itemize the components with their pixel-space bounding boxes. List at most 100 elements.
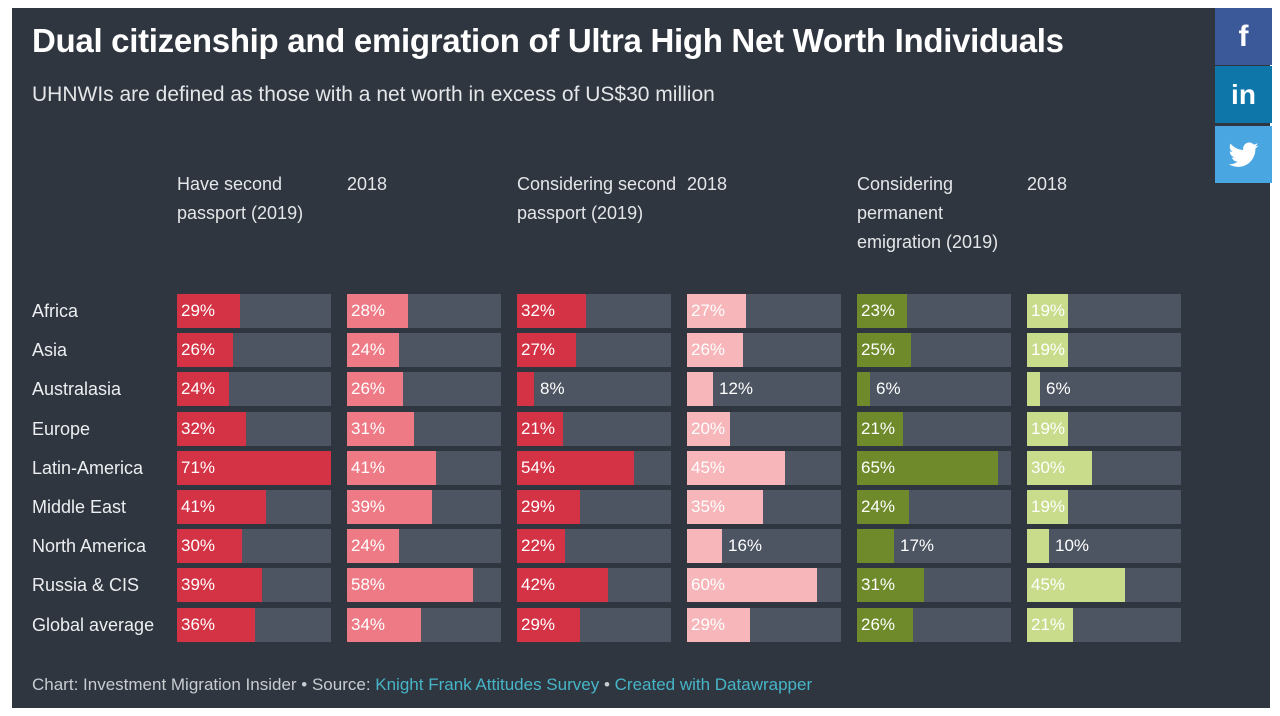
- bar-track: 24%: [347, 529, 501, 564]
- bar-value-label: 21%: [1031, 614, 1066, 634]
- facebook-icon: f: [1238, 19, 1249, 53]
- bar-track: 19%: [1027, 333, 1181, 368]
- bar-track: 27%: [687, 294, 841, 328]
- bar-track: 22%: [517, 529, 671, 564]
- bar: [347, 490, 432, 524]
- bar: [347, 411, 414, 446]
- bar: [687, 372, 713, 407]
- bar-value-label: 8%: [540, 379, 565, 399]
- bar-value-label: 36%: [181, 614, 216, 634]
- bar: [347, 294, 408, 328]
- linkedin-icon: in: [1231, 78, 1256, 110]
- bar-value-label: 6%: [1046, 379, 1071, 399]
- bar: [1027, 411, 1068, 446]
- bar-track: 54%: [517, 450, 671, 485]
- bar: [177, 411, 246, 446]
- bar-track: 30%: [1027, 450, 1181, 485]
- bar-value-label: 45%: [691, 457, 726, 477]
- bar-value-label: 29%: [521, 614, 556, 634]
- bar-value-label: 29%: [691, 614, 726, 634]
- bar-track: 65%: [857, 450, 1011, 485]
- bar-value-label: 19%: [1031, 418, 1066, 438]
- bar-track: 20%: [687, 411, 841, 446]
- bar: [347, 568, 473, 603]
- bar: [517, 490, 580, 524]
- bar-value-label: 32%: [521, 301, 556, 320]
- row-label: Europe: [32, 418, 91, 439]
- bar-value-label: 41%: [351, 457, 386, 477]
- bar-track: 23%: [857, 294, 1011, 328]
- bar-track: 24%: [177, 372, 331, 407]
- bar: [687, 411, 730, 446]
- bar-value-label: 29%: [181, 301, 216, 320]
- bar: [177, 450, 331, 485]
- bar-track: 45%: [1027, 568, 1181, 603]
- bar-value-label: 54%: [521, 457, 556, 477]
- bar: [1027, 607, 1073, 642]
- bar: [687, 529, 722, 564]
- bar: [687, 450, 785, 485]
- bar-value-label: 24%: [181, 379, 216, 399]
- bar: [517, 411, 563, 446]
- bar-value-label: 23%: [861, 301, 896, 320]
- source-link[interactable]: Knight Frank Attitudes Survey: [375, 675, 600, 694]
- bar-value-label: 24%: [351, 340, 386, 360]
- footer-separator: •: [599, 675, 615, 694]
- bar-track: 26%: [347, 372, 501, 407]
- bar-track: 39%: [177, 568, 331, 603]
- bar-track: 21%: [517, 411, 671, 446]
- bar-track: 36%: [177, 607, 331, 642]
- chart-subtitle: UHNWIs are defined as those with a net w…: [32, 83, 715, 106]
- bar-track: 29%: [517, 607, 671, 642]
- column-header-0: Have second passport (2019): [177, 174, 304, 223]
- bar: [857, 529, 894, 564]
- bar: [347, 607, 421, 642]
- bar: [517, 529, 565, 564]
- bar-track: 26%: [687, 333, 841, 368]
- bar: [687, 490, 763, 524]
- bar-track: 58%: [347, 568, 501, 603]
- bar-value-label: 60%: [691, 575, 726, 595]
- bar: [347, 333, 399, 368]
- bar-value-label: 58%: [351, 575, 386, 595]
- facebook-share-button[interactable]: f: [1215, 8, 1272, 65]
- bar-value-label: 65%: [861, 457, 896, 477]
- bar-track: 6%: [1027, 372, 1181, 407]
- bar-value-label: 26%: [861, 614, 896, 634]
- bar: [177, 333, 233, 368]
- bar-value-label: 35%: [691, 497, 726, 516]
- bar-value-label: 19%: [1031, 497, 1066, 516]
- row-label: Russia & CIS: [32, 575, 140, 596]
- row-label: Global average: [32, 614, 155, 635]
- linkedin-share-button[interactable]: in: [1215, 66, 1272, 123]
- twitter-share-button[interactable]: [1215, 126, 1272, 183]
- bar: [857, 372, 870, 407]
- bar-value-label: 32%: [181, 418, 216, 438]
- bar-value-label: 39%: [181, 575, 216, 595]
- bar-track: 27%: [517, 333, 671, 368]
- bar: [177, 568, 262, 603]
- bar-value-label: 12%: [719, 379, 754, 399]
- bar-track: 28%: [347, 294, 501, 328]
- bar-track: 24%: [347, 333, 501, 368]
- bar-track: 19%: [1027, 490, 1181, 524]
- bar-track: 17%: [857, 529, 1011, 564]
- datawrapper-link[interactable]: Created with Datawrapper: [614, 675, 813, 694]
- bar: [177, 294, 240, 328]
- bar-track: 12%: [687, 372, 841, 407]
- bar: [857, 333, 911, 368]
- bar-value-label: 24%: [351, 536, 386, 556]
- bar-track: 6%: [857, 372, 1011, 407]
- bar-value-label: 41%: [181, 497, 216, 516]
- bar: [857, 294, 907, 328]
- bar: [857, 450, 998, 485]
- bar-value-label: 21%: [521, 418, 556, 438]
- bar-track: 24%: [857, 490, 1011, 524]
- bar-value-label: 19%: [1031, 340, 1066, 360]
- bar-value-label: 26%: [351, 379, 386, 399]
- bar: [857, 490, 909, 524]
- column-header-4: Considering permanent emigration (2019): [857, 174, 999, 252]
- bar-track: 32%: [517, 294, 671, 328]
- bar-track: 71%: [177, 450, 331, 485]
- bar-track: 29%: [687, 607, 841, 642]
